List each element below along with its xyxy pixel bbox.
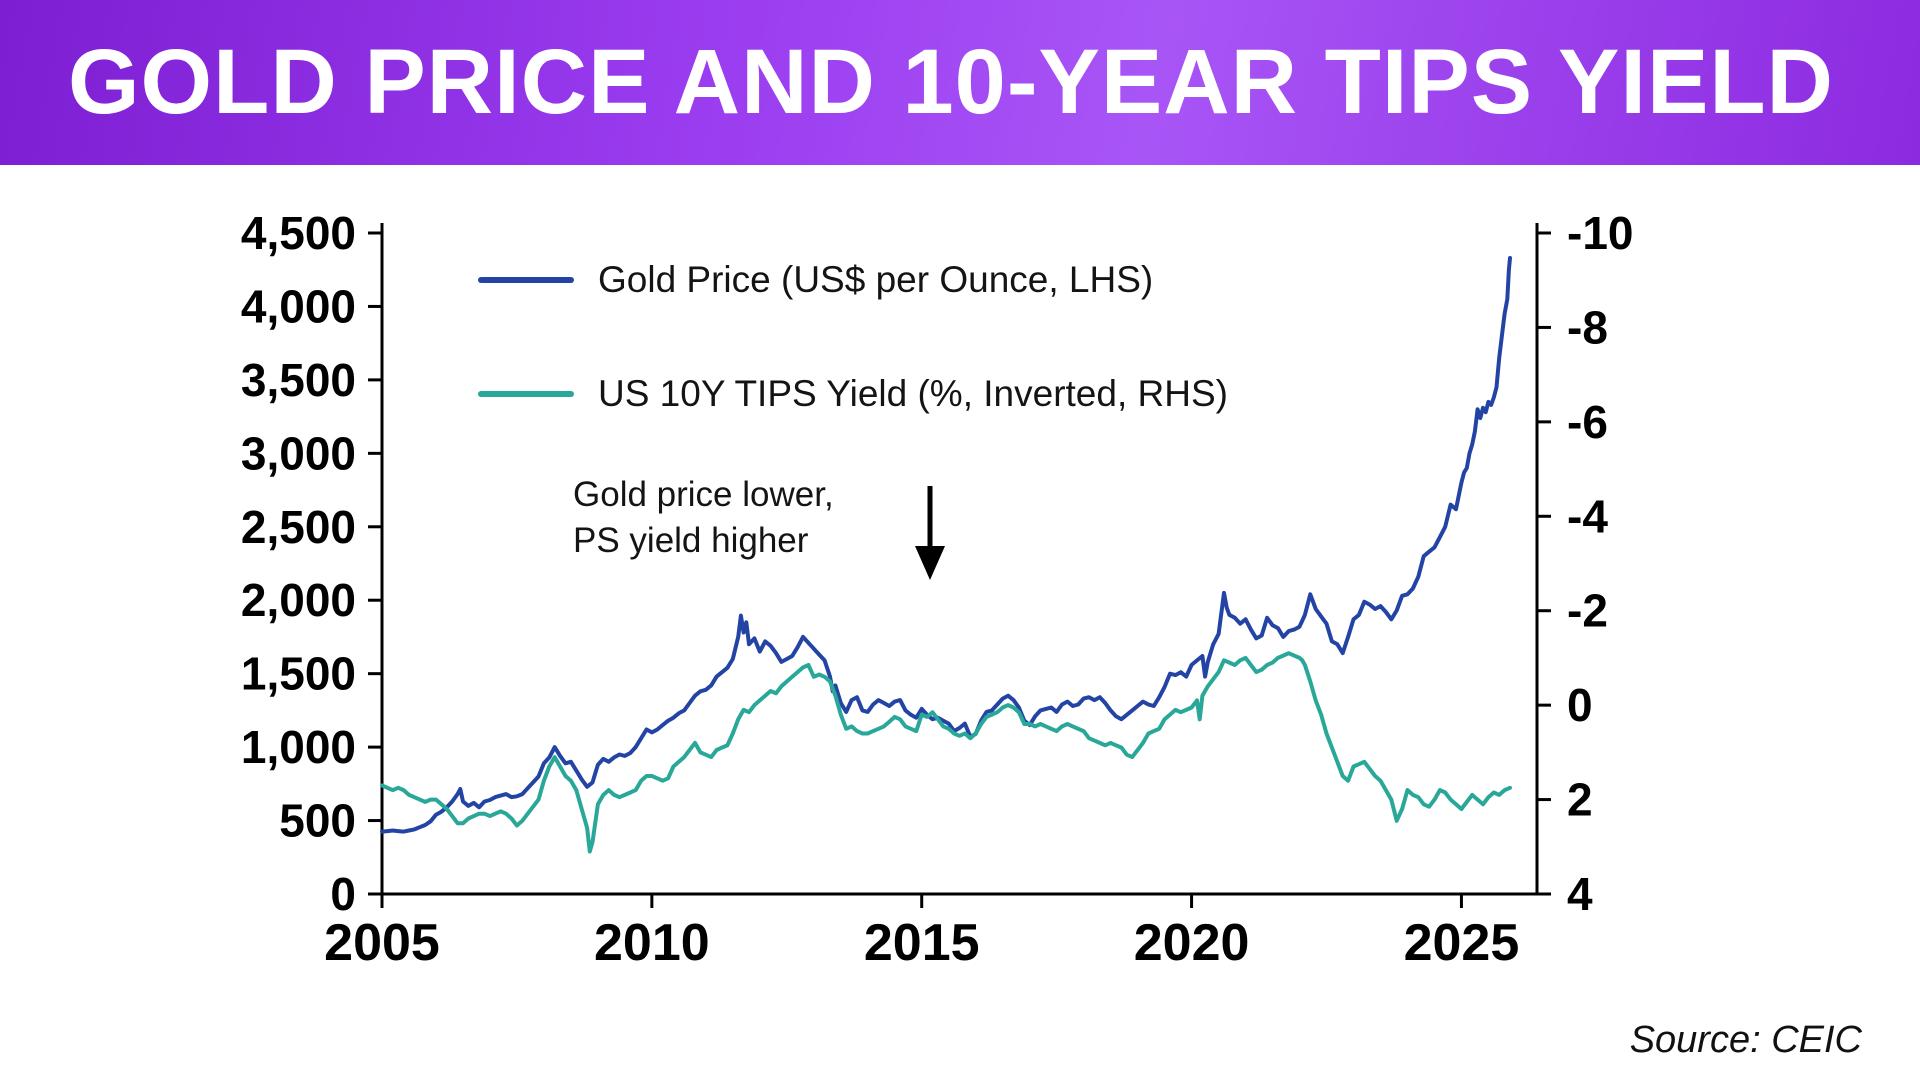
down-arrow-head-icon	[915, 546, 945, 580]
right-axis-label: 4	[1567, 868, 1593, 920]
left-axis-label: 4,500	[241, 207, 356, 259]
legend: Gold Price (US$ per Ounce, LHS) US 10Y T…	[478, 258, 1228, 416]
left-axis-label: 3,500	[241, 354, 356, 406]
annotation-line-2: PS yield higher	[573, 520, 809, 560]
left-axis-label: 4,000	[241, 280, 356, 332]
right-axis-label: -6	[1567, 396, 1608, 448]
tips-yield-line	[380, 651, 1512, 854]
legend-label-tips: US 10Y TIPS Yield (%, Inverted, RHS)	[598, 373, 1228, 414]
left-axis-label: 1,500	[241, 648, 356, 700]
right-axis-label: 0	[1567, 679, 1593, 731]
right-axis-label: -4	[1567, 490, 1608, 542]
annotation-line-1: Gold price lower,	[573, 475, 834, 514]
tips-line-swatch	[478, 391, 574, 397]
left-axis-label: 3,000	[241, 427, 356, 479]
x-axis-label: 2005	[324, 914, 440, 972]
x-axis-label: 2020	[1134, 914, 1250, 972]
gold-price-line	[380, 256, 1512, 834]
left-axis-label: 1,000	[241, 721, 356, 773]
gold-line-swatch	[478, 277, 574, 283]
right-axis-label: 2	[1567, 774, 1593, 826]
legend-label-gold: Gold Price (US$ per Ounce, LHS)	[598, 259, 1154, 300]
x-axis-label: 2025	[1404, 914, 1520, 972]
left-axis-label: 2,000	[241, 574, 356, 626]
header-banner: GOLD PRICE AND 10-YEAR TIPS YIELD	[0, 0, 1920, 165]
left-axis-label: 2,500	[241, 501, 356, 553]
right-axis-label: -8	[1567, 301, 1608, 353]
source-credit: Source: CEIC	[1629, 1019, 1862, 1061]
right-axis-label: -2	[1567, 585, 1608, 637]
legend-item-gold: Gold Price (US$ per Ounce, LHS)	[478, 258, 1228, 302]
left-axis-label: 0	[330, 868, 356, 920]
left-axis-label: 500	[279, 795, 356, 847]
page-title: GOLD PRICE AND 10-YEAR TIPS YIELD	[68, 31, 1834, 133]
x-axis-label: 2015	[864, 914, 980, 972]
x-axis-label: 2010	[594, 914, 710, 972]
legend-item-tips: US 10Y TIPS Yield (%, Inverted, RHS)	[478, 372, 1228, 416]
annotation-text: Gold price lower, PS yield higher	[573, 472, 834, 563]
right-axis-label: -10	[1567, 207, 1633, 259]
annotation: Gold price lower, PS yield higher	[573, 472, 834, 563]
